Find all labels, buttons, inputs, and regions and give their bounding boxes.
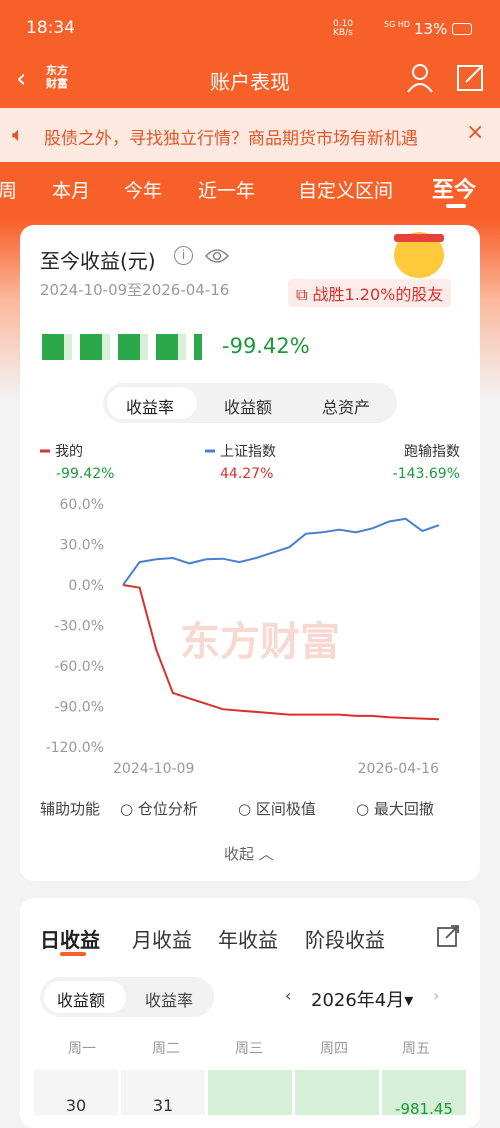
aux-option-text: 仓位分析 (137, 800, 198, 818)
y-tick-label: 30.0% (60, 538, 104, 554)
view-switch-active (107, 387, 197, 419)
month-picker[interactable]: 2026年4月▾ (311, 990, 414, 1011)
nav-icons[interactable] (404, 62, 484, 96)
return-pct: -99.42% (222, 334, 310, 358)
daily-tab-indicator (60, 952, 86, 956)
day-cell[interactable]: 31 (121, 1070, 205, 1115)
aux-label: 辅助功能 (40, 800, 101, 818)
collapse-button[interactable]: 收起 ︿ (224, 845, 274, 863)
headband (394, 234, 444, 242)
period-tab[interactable]: 周 (0, 180, 18, 202)
period-tab[interactable]: 本月 (52, 180, 91, 202)
masked-amount (42, 334, 202, 360)
period-tab[interactable]: 近一年 (198, 180, 256, 202)
mode-tab[interactable]: 收益额 (57, 991, 106, 1010)
banner[interactable] (0, 108, 500, 162)
series-line (122, 584, 440, 721)
network: 5G HD (384, 20, 411, 29)
day-value: -981.45 (395, 1100, 453, 1118)
series-line (122, 517, 440, 586)
y-tick-label: 60.0% (60, 497, 104, 513)
daily-tab-active[interactable]: 日收益 (40, 928, 100, 952)
aux-option[interactable]: ○ 区间极值 (238, 800, 316, 818)
view-tab[interactable]: 总资产 (322, 398, 371, 417)
logo: 东方财富 (46, 64, 68, 90)
eye-icon[interactable] (204, 246, 230, 266)
daily-tab[interactable]: 月收益 (132, 928, 192, 952)
aux-option-text: 最大回撤 (373, 800, 434, 818)
page-title: 账户表现 (210, 70, 290, 94)
weekday: 周一 (68, 1041, 96, 1057)
aux-option-text: 区间极值 (255, 800, 316, 818)
legend-value: 44.27% (220, 466, 273, 482)
weekday: 周三 (235, 1041, 263, 1057)
day-number: 30 (65, 1096, 87, 1115)
y-tick-label: -30.0% (54, 619, 104, 635)
info-icon[interactable]: i (174, 246, 193, 265)
legend-name: 我的 (55, 444, 83, 460)
y-tick-label: -120.0% (46, 740, 104, 756)
weekday: 周二 (152, 1041, 180, 1057)
weekday: 周四 (320, 1041, 348, 1057)
chart: 我的 -99.42% 上证指数 44.27% 跑输指数 -143.69% 东方财富 60.0%… (40, 444, 460, 777)
x-tick-label: 2026-04-16 (358, 761, 439, 777)
next-month[interactable]: › (433, 986, 440, 1005)
time: 18:34 (26, 18, 75, 38)
speed-unit: KB/s (333, 28, 353, 38)
mode-tab[interactable]: 收益率 (145, 991, 194, 1010)
daily-tab[interactable]: 阶段收益 (305, 928, 385, 952)
view-tab[interactable]: 收益率 (126, 398, 175, 417)
date-range: 2024-10-09至2026-04-16 (40, 281, 230, 299)
month-text: 2026年4月 (311, 990, 405, 1011)
y-tick-label: -90.0% (54, 700, 104, 716)
collapse-text: 收起 (224, 845, 255, 863)
share-icon[interactable] (436, 924, 460, 948)
rank-badge-text: 战胜1.20%的股友 (312, 285, 444, 304)
tab-indicator (446, 204, 466, 208)
y-tick-label: 0.0% (68, 578, 104, 594)
period-tab-active[interactable]: 至今 (432, 178, 477, 203)
speed: 0.10 KB/s (333, 20, 353, 38)
back-button[interactable]: ‹ (16, 64, 27, 94)
daily-tab[interactable]: 年收益 (218, 928, 278, 952)
period-tab[interactable]: 今年 (124, 180, 163, 202)
watermark: 东方财富 (180, 619, 340, 665)
x-tick-label: 2024-10-09 (113, 761, 194, 777)
day-cell[interactable] (295, 1070, 379, 1115)
banner-close[interactable]: × (466, 120, 485, 145)
battery-icon (452, 23, 472, 35)
aux-option[interactable]: ○ 仓位分析 (120, 800, 198, 818)
day-cell[interactable] (208, 1070, 292, 1115)
prev-month[interactable]: ‹ (285, 986, 292, 1005)
weekday: 周五 (402, 1041, 430, 1057)
legend-name: 跑输指数 (404, 444, 460, 460)
aux-option[interactable]: ○ 最大回撤 (356, 800, 434, 818)
summary-title: 至今收益(元) (40, 249, 156, 273)
speed-value: 0.10 (333, 19, 354, 29)
period-tab[interactable]: 自定义区间 (298, 180, 394, 202)
banner-text[interactable]: 股债之外，寻找独立行情？商品期货市场有新机遇 (44, 129, 418, 149)
day-number: 31 (152, 1096, 174, 1115)
speaker-icon: 🔈︎ (12, 122, 24, 146)
battery-text: 13% (414, 20, 448, 38)
day-cell[interactable]: 30 (34, 1070, 118, 1115)
mode-switch-active (44, 981, 126, 1013)
y-tick-label: -60.0% (54, 659, 104, 675)
day-cell[interactable]: -981.45 (382, 1070, 466, 1118)
view-tab[interactable]: 收益额 (224, 398, 273, 417)
legend-name: 上证指数 (220, 444, 276, 460)
legend-value: -143.69% (393, 466, 460, 482)
rank-badge[interactable]: ⧉ 战胜1.20%的股友 (288, 279, 452, 307)
legend-value: -99.42% (56, 466, 114, 482)
